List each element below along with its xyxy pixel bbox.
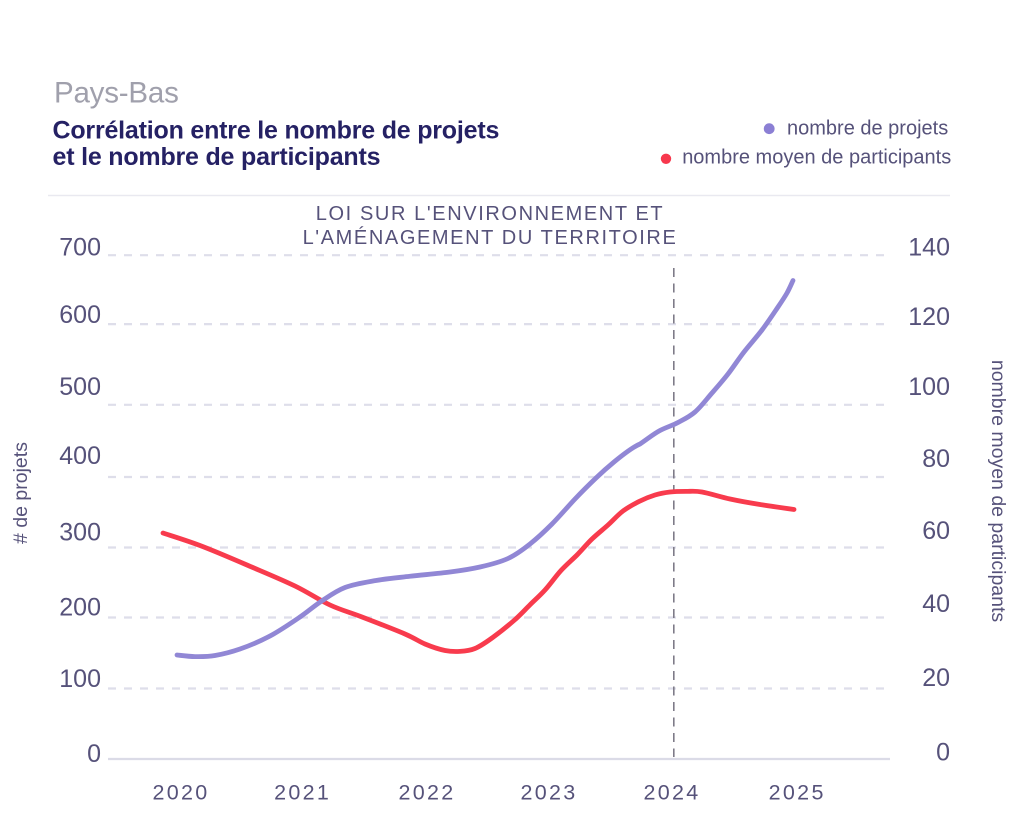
- svg-text:300: 300: [59, 519, 101, 547]
- svg-text:60: 60: [922, 517, 950, 545]
- svg-text:600: 600: [59, 301, 101, 329]
- svg-text:200: 200: [59, 594, 101, 622]
- svg-text:2023: 2023: [520, 781, 577, 805]
- svg-text:nombre moyen de participants: nombre moyen de participants: [682, 147, 951, 169]
- svg-text:40: 40: [922, 590, 950, 618]
- svg-text:2024: 2024: [643, 781, 700, 805]
- svg-text:nombre moyen de participants: nombre moyen de participants: [987, 360, 1009, 623]
- svg-text:100: 100: [59, 665, 101, 693]
- svg-text:Pays-Bas: Pays-Bas: [54, 77, 179, 110]
- svg-text:0: 0: [87, 740, 101, 768]
- svg-text:2022: 2022: [398, 781, 455, 805]
- svg-text:et le nombre de participants: et le nombre de participants: [53, 143, 381, 171]
- svg-text:nombre de projets: nombre de projets: [787, 117, 948, 139]
- svg-text:140: 140: [908, 234, 950, 262]
- svg-text:0: 0: [936, 739, 950, 767]
- svg-text:500: 500: [59, 373, 101, 401]
- svg-text:L'AMÉNAGEMENT DU TERRITOIRE: L'AMÉNAGEMENT DU TERRITOIRE: [303, 226, 678, 249]
- svg-text:120: 120: [908, 303, 950, 331]
- svg-text:2021: 2021: [274, 781, 331, 805]
- svg-text:2020: 2020: [152, 781, 209, 805]
- svg-text:20: 20: [922, 664, 950, 692]
- svg-text:LOI SUR L'ENVIRONNEMENT ET: LOI SUR L'ENVIRONNEMENT ET: [316, 203, 664, 225]
- svg-text:700: 700: [59, 234, 101, 262]
- svg-text:Corrélation entre le nombre de: Corrélation entre le nombre de projets: [53, 117, 500, 145]
- svg-text:2025: 2025: [769, 781, 826, 805]
- svg-text:# de projets: # de projets: [10, 442, 32, 544]
- svg-text:80: 80: [922, 445, 950, 473]
- svg-text:400: 400: [59, 442, 101, 470]
- svg-text:100: 100: [908, 373, 950, 401]
